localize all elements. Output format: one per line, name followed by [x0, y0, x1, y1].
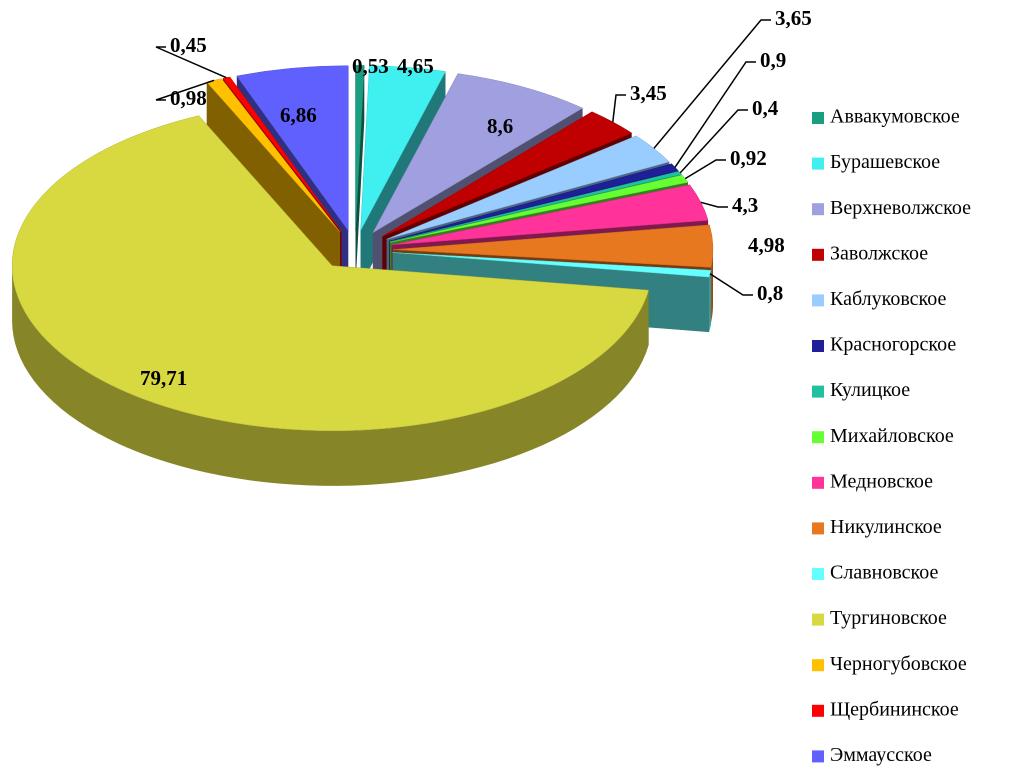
leader-line [653, 19, 771, 149]
data-label: 4,98 [748, 233, 785, 257]
slice-rim [711, 249, 713, 323]
pie-slice [236, 65, 349, 232]
legend-label: Тургиновское [830, 607, 947, 629]
legend-swatch [812, 659, 824, 672]
legend-label: Славновское [830, 562, 938, 584]
legend-swatch [812, 157, 824, 170]
legend-label: Никулинское [830, 516, 942, 538]
legend-label: Каблуковское [830, 288, 946, 310]
data-label: 0,4 [752, 96, 779, 120]
pie-slice [382, 111, 633, 237]
legend-label: Бурашевское [830, 151, 940, 173]
legend-label: Верхневолжское [830, 197, 971, 219]
data-labels: 0,53 4,65 8,6 3,45 3,65 0,9 0,4 0,92 4,3 4,98 0,8 7… [140, 6, 812, 390]
leader-line [155, 79, 215, 101]
leader-line [612, 94, 626, 122]
data-label: 6,86 [280, 103, 317, 127]
legend-swatch [812, 431, 824, 444]
pie-slice [391, 184, 709, 246]
legend-label: Кулицкое [830, 379, 910, 401]
legend-label: Аввакумовское [830, 106, 960, 128]
data-label: 79,71 [140, 366, 187, 390]
legend-swatch [812, 522, 824, 535]
leader-line [674, 61, 756, 168]
slice-side [355, 65, 365, 286]
pie-slice [372, 73, 584, 234]
leader-line [700, 201, 728, 208]
data-label: 0,53 [352, 54, 389, 78]
slice-wall [355, 65, 365, 286]
pie-tops [11, 65, 714, 431]
data-label: 0,92 [730, 146, 767, 170]
pie-slice [386, 135, 670, 240]
data-label: 3,65 [775, 6, 812, 30]
legend-label: Черногубовское [830, 653, 967, 675]
data-label: 4,3 [732, 193, 758, 217]
legend-label: Эммаусское [830, 744, 932, 766]
legend-swatch [812, 294, 824, 307]
legend-label: Щербининское [830, 698, 959, 720]
legend-swatch [812, 750, 824, 763]
pie-slice [206, 78, 341, 233]
data-label: 0,8 [757, 281, 783, 305]
legend-swatch [812, 248, 824, 261]
legend-swatch [812, 112, 824, 124]
pie-slice [392, 224, 714, 268]
pie-slice [355, 65, 365, 231]
legend-swatch [812, 613, 824, 626]
data-label: 0,45 [170, 33, 207, 57]
leader-line [709, 273, 753, 296]
pie-slice [11, 115, 649, 431]
leader-line [155, 46, 227, 79]
data-label: 4,65 [397, 54, 434, 78]
data-label: 0,9 [760, 48, 786, 72]
legend: Аввакумовское Бурашевское Верхневолжское За… [812, 106, 971, 766]
slice-rim [709, 270, 711, 333]
legend-label: Медновское [830, 470, 933, 492]
legend-swatch [812, 704, 824, 717]
legend-label: Михайловское [830, 425, 954, 447]
leader-line [679, 109, 748, 174]
slice-rim [12, 265, 649, 486]
legend-swatch [812, 385, 824, 398]
pie-slice [389, 174, 689, 243]
pie-slice [360, 65, 446, 231]
data-label: 0,98 [170, 86, 207, 110]
legend-label: Красногорское [830, 334, 956, 356]
leader-line [684, 159, 726, 180]
legend-swatch [812, 340, 824, 352]
data-label: 3,45 [630, 81, 667, 105]
data-label: 8,6 [487, 114, 513, 138]
legend-swatch [812, 476, 824, 489]
legend-swatch [812, 568, 824, 580]
legend-swatch [812, 203, 824, 216]
legend-label: Заволжское [830, 242, 928, 264]
